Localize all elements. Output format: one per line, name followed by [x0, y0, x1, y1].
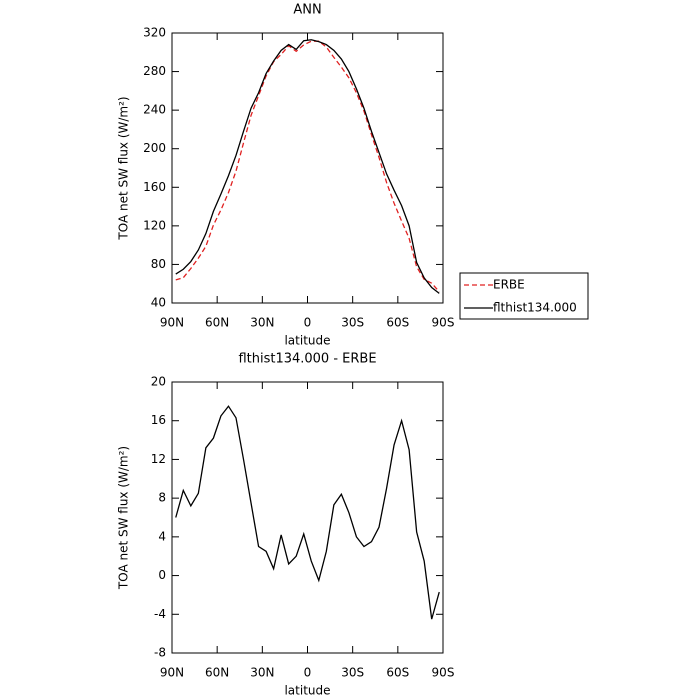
- legend-box: [459, 272, 589, 320]
- y-tick-label: 320: [143, 26, 166, 40]
- y-tick-label: 16: [151, 413, 166, 427]
- x-axis-label: latitude: [284, 684, 330, 698]
- y-tick-label: 12: [151, 452, 166, 466]
- y-axis-label: TOA net SW flux (W/m²): [117, 96, 131, 240]
- x-tick-label: 60N: [205, 316, 229, 330]
- x-tick-label: 30N: [250, 666, 274, 680]
- y-tick-label: 0: [158, 568, 166, 582]
- x-tick-label: 60N: [205, 666, 229, 680]
- chart-title: flthist134.000 - ERBE: [238, 352, 376, 367]
- x-tick-label: 60S: [386, 666, 409, 680]
- y-tick-label: 40: [151, 296, 166, 310]
- x-tick-label: 0: [304, 316, 312, 330]
- y-axis-label: TOA net SW flux (W/m²): [117, 446, 131, 590]
- x-tick-label: 30N: [250, 316, 274, 330]
- y-tick-label: -4: [154, 607, 166, 621]
- y-tick-label: 200: [143, 141, 166, 155]
- x-tick-label: 30S: [341, 316, 364, 330]
- x-tick-label: 90N: [160, 666, 184, 680]
- chart-title: ANN: [293, 3, 321, 18]
- y-tick-label: 160: [143, 180, 166, 194]
- legend-label: flthist134.000: [493, 301, 577, 315]
- y-tick-label: 280: [143, 64, 166, 78]
- y-tick-label: -8: [154, 646, 166, 660]
- y-tick-label: 4: [158, 529, 166, 543]
- x-tick-label: 90N: [160, 316, 184, 330]
- y-tick-label: 20: [151, 375, 166, 389]
- y-tick-label: 8: [158, 491, 166, 505]
- x-tick-label: 30S: [341, 666, 364, 680]
- x-tick-label: 90S: [432, 666, 455, 680]
- data-line: [175, 39, 440, 294]
- data-line: [175, 405, 440, 620]
- legend-label: ERBE: [493, 278, 525, 292]
- plot-frame: [171, 32, 444, 304]
- x-axis-label: latitude: [284, 334, 330, 348]
- y-tick-label: 240: [143, 103, 166, 117]
- x-tick-label: 90S: [432, 316, 455, 330]
- x-tick-label: 60S: [386, 316, 409, 330]
- y-tick-label: 120: [143, 218, 166, 232]
- y-tick-label: 80: [151, 257, 166, 271]
- x-tick-label: 0: [304, 666, 312, 680]
- data-line: [175, 40, 440, 293]
